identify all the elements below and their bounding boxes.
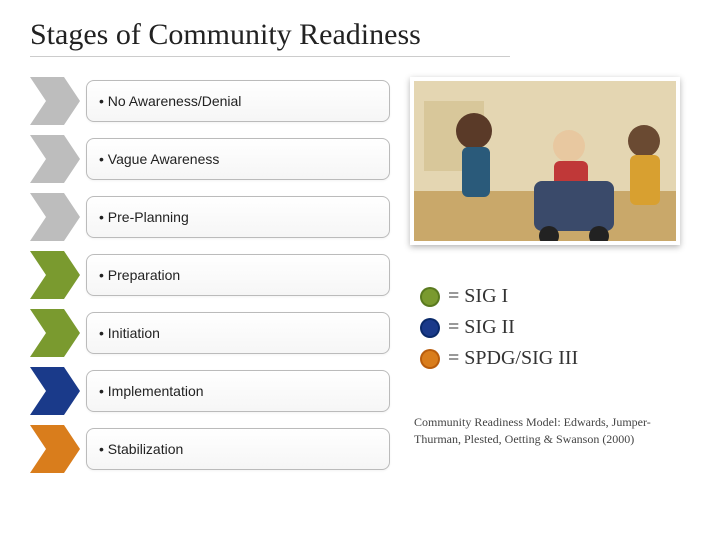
chevron-icon [30,309,80,357]
stage-label: Pre-Planning [108,209,189,225]
legend-label: = SIG I [448,285,508,308]
stage-label: Initiation [108,325,160,341]
chevron-icon [30,193,80,241]
chevron-icon [30,425,80,473]
stage-row: • Implementation [30,367,390,415]
stage-box: • Vague Awareness [86,138,390,180]
stage-row: • No Awareness/Denial [30,77,390,125]
chevron-icon [30,251,80,299]
stage-label: Preparation [108,267,180,283]
legend-dot-icon [422,320,438,336]
right-column: = SIG I = SIG II = SPDG/SIG III Communit… [410,77,690,473]
bullet: • [99,441,104,457]
title-underline [30,56,510,57]
bullet: • [99,209,104,225]
citation-text: Community Readiness Model: Edwards, Jump… [410,414,690,448]
stages-list: • No Awareness/Denial • Vague Awareness … [30,77,390,473]
bullet: • [99,325,104,341]
stage-row: • Vague Awareness [30,135,390,183]
stage-row: • Initiation [30,309,390,357]
page-title: Stages of Community Readiness [30,18,690,52]
bullet: • [99,383,104,399]
stage-label: Implementation [108,383,204,399]
legend-dot-icon [422,351,438,367]
legend-dot-icon [422,289,438,305]
stage-label: Vague Awareness [108,151,220,167]
stage-box: • No Awareness/Denial [86,80,390,122]
chevron-icon [30,135,80,183]
therapy-photo [410,77,680,245]
stage-box: • Implementation [86,370,390,412]
photo-placeholder-icon [414,81,680,245]
stage-box: • Stabilization [86,428,390,470]
legend-label: = SIG II [448,316,515,339]
stage-row: • Stabilization [30,425,390,473]
stage-row: • Pre-Planning [30,193,390,241]
legend-label: = SPDG/SIG III [448,347,578,370]
legend-item: = SIG I [422,285,690,308]
stage-row: • Preparation [30,251,390,299]
stage-box: • Preparation [86,254,390,296]
legend: = SIG I = SIG II = SPDG/SIG III [410,285,690,370]
chevron-icon [30,77,80,125]
stage-label: No Awareness/Denial [108,93,242,109]
bullet: • [99,267,104,283]
bullet: • [99,151,104,167]
chevron-icon [30,367,80,415]
legend-item: = SPDG/SIG III [422,347,690,370]
legend-item: = SIG II [422,316,690,339]
stage-label: Stabilization [108,441,184,457]
content-area: • No Awareness/Denial • Vague Awareness … [30,77,690,473]
stage-box: • Initiation [86,312,390,354]
bullet: • [99,93,104,109]
stage-box: • Pre-Planning [86,196,390,238]
